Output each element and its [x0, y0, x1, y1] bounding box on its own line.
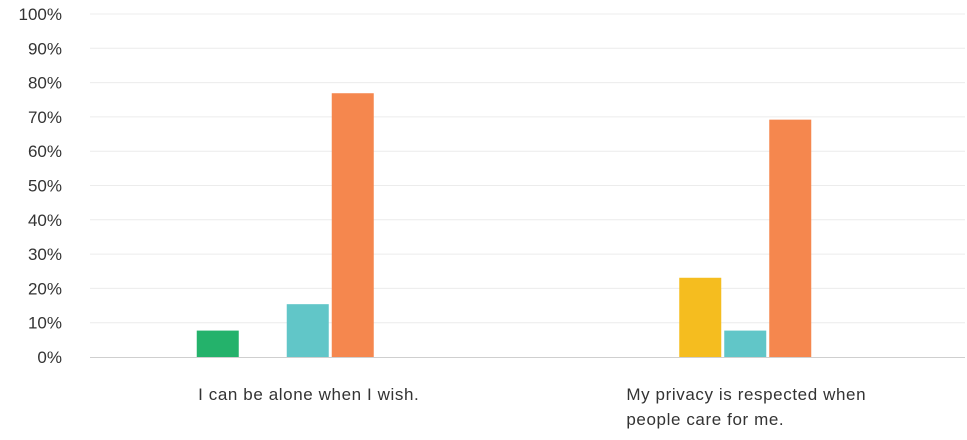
y-tick-label: 30%: [28, 245, 62, 264]
bar: [196, 330, 239, 357]
y-tick-label: 100%: [19, 5, 62, 24]
bar: [286, 304, 329, 357]
y-tick-label: 90%: [28, 39, 62, 58]
bar: [724, 330, 767, 357]
x-category-label-line: My privacy is respected when: [626, 385, 866, 404]
y-tick-label: 10%: [28, 314, 62, 333]
y-tick-label: 20%: [28, 279, 62, 298]
y-tick-label: 60%: [28, 142, 62, 161]
gridlines: [90, 13, 965, 324]
x-category-label-line: I can be alone when I wish.: [198, 385, 419, 404]
y-tick-label: 70%: [28, 108, 62, 127]
y-tick-label: 0%: [37, 348, 62, 367]
y-axis-tick-labels: 0% 10% 20% 30% 40% 50% 60% 70% 80% 90% 100%: [19, 5, 62, 367]
y-tick-label: 40%: [28, 211, 62, 230]
bar: [331, 93, 374, 357]
y-tick-label: 80%: [28, 74, 62, 93]
x-category-label-line: people care for me.: [626, 410, 784, 429]
x-category-label: I can be alone when I wish.: [198, 385, 419, 404]
x-category-label: My privacy is respected when people care …: [626, 385, 866, 429]
bar: [679, 277, 722, 357]
x-axis-category-labels: I can be alone when I wish. My privacy is…: [198, 385, 866, 429]
bar: [769, 119, 812, 357]
y-tick-label: 50%: [28, 177, 62, 196]
bars: [196, 93, 812, 357]
